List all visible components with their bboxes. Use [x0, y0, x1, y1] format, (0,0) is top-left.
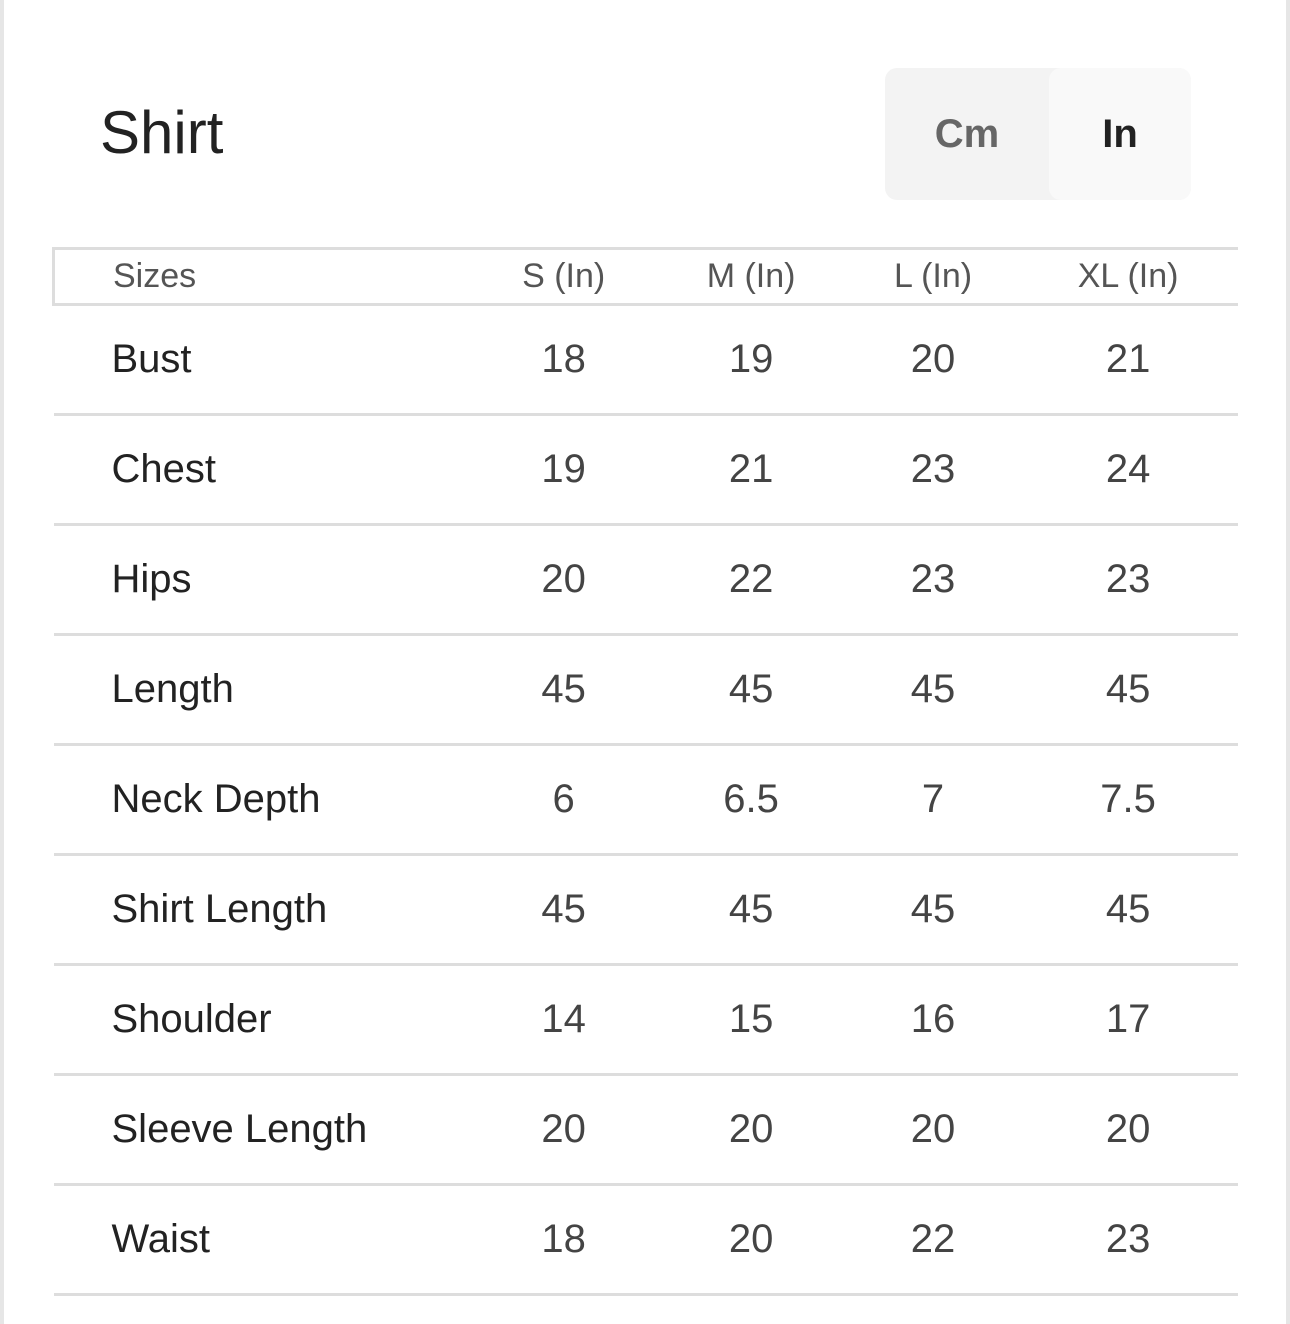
measurement-label: Hips: [111, 557, 192, 601]
measurement-value: 45: [910, 887, 956, 931]
measurement-value: 6.5: [723, 777, 779, 821]
column-header: S (In): [473, 247, 655, 306]
measurement-value: 18: [541, 337, 586, 381]
table-row: Shirt Length 45 45 45 45: [53, 855, 1238, 965]
table-row: Length 45 45 45 45: [53, 635, 1238, 745]
measurement-value: 15: [728, 997, 774, 1041]
measurement-value: 45: [1105, 667, 1151, 711]
measurement-value: 23: [1105, 557, 1151, 601]
size-chart-table: Sizes S (In) M (In) L (In) XL (In) Bust 18 19 2…: [52, 247, 1238, 1296]
measurement-label: Shoulder: [111, 997, 272, 1041]
measurement-value: 20: [728, 1217, 774, 1261]
table-row: Hips 20 22 23 23: [53, 525, 1238, 635]
measurement-label: Length: [111, 667, 234, 711]
measurement-value: 19: [728, 337, 774, 381]
measurement-value: 20: [910, 337, 956, 381]
measurement-label: Waist: [111, 1217, 211, 1261]
measurement-value: 23: [1105, 1217, 1151, 1261]
measurement-value: 20: [541, 1107, 586, 1151]
column-header: L (In): [847, 247, 1019, 306]
measurement-value: 22: [728, 557, 774, 601]
table-row: Shoulder 14 15 16 17: [53, 965, 1238, 1075]
measurement-value: 16: [910, 997, 956, 1041]
measurement-value: 24: [1105, 447, 1151, 491]
measurement-value: 45: [728, 667, 774, 711]
frame-border-left: [0, 0, 4, 1324]
page-title: Shirt: [100, 99, 224, 166]
measurement-label: Chest: [111, 447, 217, 491]
table-row: Neck Depth 6 6.5 7 7.5: [53, 745, 1238, 855]
measurement-value: 7: [921, 777, 945, 821]
measurement-value: 20: [541, 557, 586, 601]
measurement-value: 20: [728, 1107, 774, 1151]
measurement-value: 7.5: [1100, 777, 1156, 821]
measurement-value: 6: [552, 777, 575, 821]
measurement-value: 17: [1105, 997, 1151, 1041]
measurement-value: 45: [728, 887, 774, 931]
measurement-label: Sleeve Length: [111, 1107, 368, 1151]
measurement-label: Neck Depth: [111, 777, 321, 821]
measurement-label: Bust: [111, 337, 192, 381]
measurement-value: 45: [541, 887, 586, 931]
column-header: XL (In): [1018, 247, 1238, 306]
measurement-value: 23: [910, 447, 956, 491]
table-row: Bust 18 19 20 21: [53, 305, 1238, 415]
measurement-value: 23: [910, 557, 956, 601]
measurement-value: 21: [1105, 337, 1151, 381]
measurement-label: Shirt Length: [111, 887, 328, 931]
measurement-value: 21: [728, 447, 774, 491]
measurement-value: 20: [1105, 1107, 1151, 1151]
column-header: Sizes: [52, 247, 473, 306]
frame-border-right: [1286, 0, 1290, 1324]
table-header-row: Sizes S (In) M (In) L (In) XL (In): [52, 247, 1238, 306]
table-row: Waist 18 20 22 23: [53, 1185, 1238, 1295]
unit-cm-button[interactable]: Cm: [934, 112, 1000, 156]
measurement-value: 18: [541, 1217, 586, 1261]
measurement-value: 45: [541, 667, 586, 711]
measurement-value: 14: [541, 997, 586, 1041]
measurement-value: 45: [1105, 887, 1151, 931]
measurement-value: 19: [541, 447, 586, 491]
table-row: Sleeve Length 20 20 20 20: [53, 1075, 1238, 1185]
measurement-value: 45: [910, 667, 956, 711]
table-row: Chest 19 21 23 24: [53, 415, 1238, 525]
column-header: M (In): [654, 247, 848, 306]
measurement-value: 20: [910, 1107, 956, 1151]
unit-toggle: Cm In: [885, 68, 1191, 200]
unit-in-button[interactable]: In: [1049, 68, 1191, 200]
measurement-value: 22: [910, 1217, 956, 1261]
